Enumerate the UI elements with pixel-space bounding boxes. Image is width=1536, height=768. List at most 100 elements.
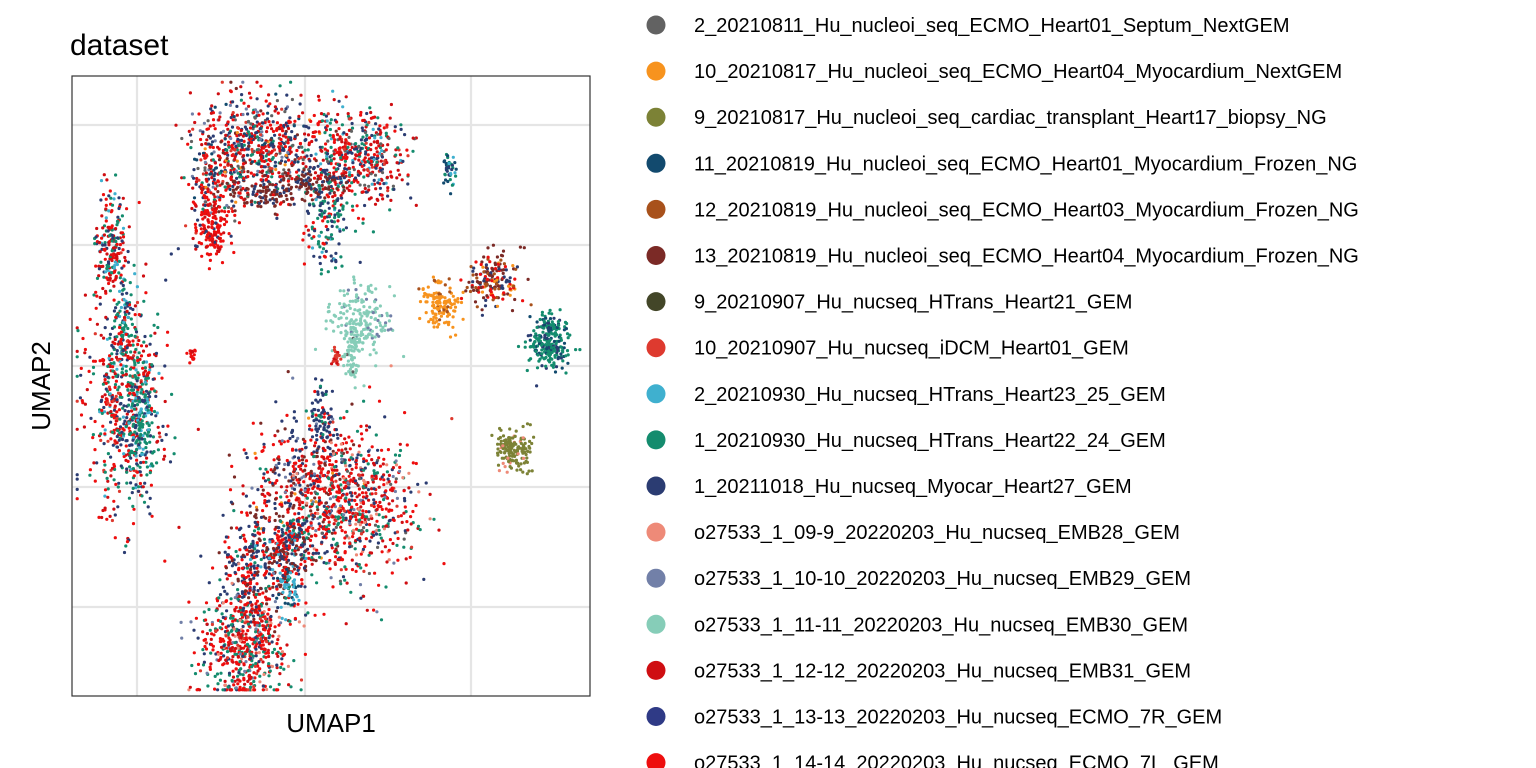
scatter-point bbox=[359, 317, 363, 321]
scatter-point bbox=[518, 446, 522, 450]
scatter-point bbox=[241, 162, 246, 166]
scatter-point bbox=[301, 161, 305, 166]
scatter-point bbox=[137, 485, 141, 489]
scatter-point bbox=[109, 474, 113, 478]
scatter-point bbox=[193, 208, 197, 212]
scatter-point bbox=[386, 189, 390, 193]
scatter-point bbox=[257, 201, 261, 205]
scatter-point bbox=[367, 188, 371, 192]
scatter-point bbox=[131, 399, 135, 403]
scatter-point bbox=[223, 174, 228, 178]
scatter-point bbox=[130, 491, 134, 495]
scatter-point bbox=[367, 517, 371, 522]
scatter-point bbox=[145, 465, 149, 469]
scatter-point bbox=[137, 421, 141, 425]
scatter-point bbox=[559, 352, 563, 356]
scatter-point bbox=[125, 207, 129, 211]
scatter-point bbox=[270, 127, 274, 131]
scatter-point bbox=[367, 498, 371, 502]
scatter-point bbox=[345, 292, 350, 296]
scatter-point bbox=[297, 114, 301, 118]
scatter-point bbox=[249, 122, 253, 126]
scatter-point bbox=[342, 185, 346, 189]
scatter-point bbox=[280, 155, 284, 159]
scatter-point bbox=[149, 483, 153, 487]
scatter-point bbox=[347, 135, 351, 139]
scatter-point bbox=[135, 403, 140, 407]
scatter-point bbox=[139, 391, 143, 395]
scatter-point bbox=[137, 446, 141, 450]
scatter-point bbox=[227, 232, 231, 236]
scatter-point bbox=[447, 300, 451, 304]
scatter-point bbox=[374, 474, 378, 478]
scatter-point bbox=[246, 170, 250, 174]
scatter-point bbox=[331, 433, 336, 437]
scatter-point bbox=[320, 201, 324, 206]
scatter-point bbox=[373, 571, 377, 575]
scatter-point bbox=[99, 438, 103, 442]
scatter-point bbox=[299, 562, 303, 567]
scatter-point bbox=[334, 167, 338, 172]
scatter-point bbox=[113, 263, 117, 268]
scatter-point bbox=[261, 196, 265, 200]
scatter-point bbox=[391, 184, 395, 188]
scatter-point bbox=[118, 289, 122, 293]
scatter-point bbox=[309, 193, 313, 197]
scatter-point bbox=[101, 424, 105, 428]
scatter-point bbox=[115, 445, 120, 449]
scatter-point bbox=[312, 113, 316, 118]
scatter-point bbox=[239, 132, 243, 136]
scatter-point bbox=[364, 336, 368, 340]
scatter-point bbox=[262, 472, 266, 476]
scatter-point bbox=[403, 529, 407, 533]
scatter-point bbox=[351, 299, 355, 303]
scatter-point bbox=[323, 175, 328, 179]
scatter-point bbox=[347, 166, 351, 170]
scatter-point bbox=[316, 551, 321, 555]
scatter-point bbox=[499, 258, 503, 262]
scatter-point bbox=[302, 542, 306, 546]
scatter-point bbox=[132, 507, 136, 511]
scatter-point bbox=[127, 334, 131, 338]
scatter-point bbox=[394, 153, 398, 157]
scatter-point bbox=[372, 533, 376, 538]
scatter-point bbox=[114, 227, 118, 231]
scatter-point bbox=[326, 270, 330, 274]
scatter-point bbox=[214, 221, 218, 225]
scatter-point bbox=[345, 322, 349, 326]
scatter-point bbox=[346, 112, 350, 116]
scatter-point bbox=[394, 459, 398, 463]
scatter-point bbox=[550, 320, 554, 324]
scatter-point bbox=[497, 437, 501, 441]
scatter-point bbox=[255, 131, 259, 135]
scatter-point bbox=[548, 352, 553, 356]
scatter-point bbox=[327, 187, 331, 191]
scatter-point bbox=[365, 428, 369, 432]
scatter-point bbox=[512, 284, 516, 288]
scatter-point bbox=[261, 476, 266, 480]
scatter-point bbox=[124, 332, 128, 336]
scatter-point bbox=[381, 515, 385, 519]
scatter-point bbox=[385, 560, 389, 564]
scatter-point bbox=[223, 142, 227, 146]
scatter-point bbox=[252, 187, 256, 191]
scatter-point bbox=[140, 494, 144, 498]
scatter-point bbox=[285, 93, 289, 97]
scatter-point bbox=[310, 139, 314, 144]
scatter-point bbox=[213, 245, 217, 249]
scatter-point bbox=[318, 195, 322, 199]
scatter-point bbox=[352, 278, 356, 282]
scatter-point bbox=[509, 466, 513, 470]
scatter-point bbox=[453, 171, 457, 175]
scatter-point bbox=[98, 295, 102, 300]
scatter-point bbox=[329, 162, 333, 166]
scatter-point bbox=[386, 143, 390, 147]
scatter-point bbox=[484, 298, 488, 302]
scatter-point bbox=[298, 449, 302, 453]
scatter-point bbox=[389, 482, 393, 486]
scatter-point bbox=[101, 264, 105, 268]
scatter-point bbox=[106, 479, 110, 483]
scatter-point bbox=[497, 469, 501, 473]
scatter-point bbox=[269, 468, 273, 472]
scatter-point bbox=[127, 426, 131, 430]
